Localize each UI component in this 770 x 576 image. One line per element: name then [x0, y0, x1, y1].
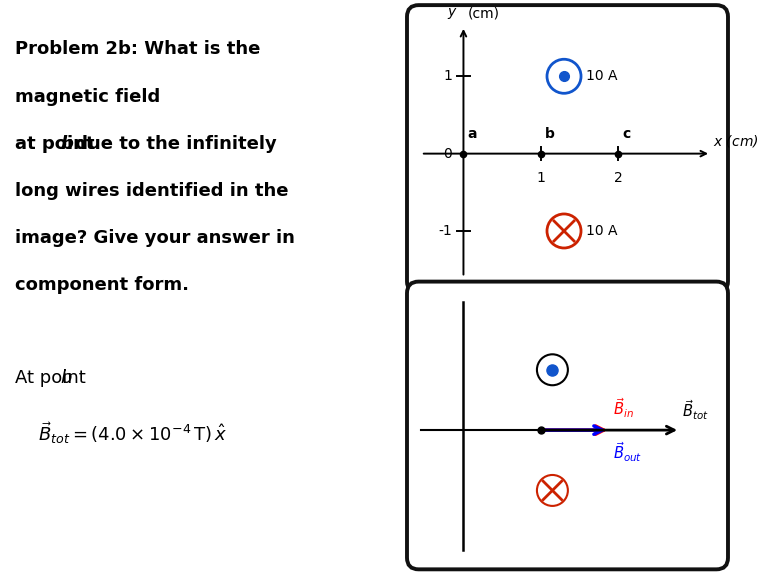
Text: $y$: $y$	[447, 6, 457, 21]
FancyBboxPatch shape	[407, 5, 728, 293]
Text: long wires identified in the: long wires identified in the	[15, 182, 289, 200]
Text: -1: -1	[438, 224, 452, 238]
FancyBboxPatch shape	[407, 282, 728, 569]
Text: component form.: component form.	[15, 276, 189, 294]
Circle shape	[547, 59, 581, 93]
Text: b: b	[60, 135, 73, 153]
Text: 10 A: 10 A	[586, 69, 618, 84]
Text: Problem 2b: What is the: Problem 2b: What is the	[15, 40, 261, 58]
Text: $\vec{B}_{tot}$: $\vec{B}_{tot}$	[682, 399, 709, 422]
Circle shape	[537, 475, 568, 506]
Text: a: a	[467, 127, 477, 141]
Text: 10 A: 10 A	[586, 224, 618, 238]
Text: $\vec{B}_{out}$: $\vec{B}_{out}$	[613, 440, 642, 464]
Text: magnetic field: magnetic field	[15, 88, 161, 105]
Text: $\vec{B}_{tot} = (4.0 \times 10^{-4}\,\mathrm{T})\,\hat{x}$: $\vec{B}_{tot} = (4.0 \times 10^{-4}\,\m…	[38, 420, 228, 446]
Text: due to the infinitely: due to the infinitely	[69, 135, 276, 153]
Text: b: b	[60, 369, 72, 386]
Text: at point: at point	[15, 135, 101, 153]
Text: 1: 1	[537, 170, 545, 185]
Text: image? Give your answer in: image? Give your answer in	[15, 229, 295, 247]
Text: $x$ (cm): $x$ (cm)	[712, 133, 758, 149]
Text: 0: 0	[443, 147, 452, 161]
Text: (cm): (cm)	[467, 6, 499, 21]
Text: c: c	[622, 127, 631, 141]
Circle shape	[547, 214, 581, 248]
Text: 2: 2	[614, 170, 622, 185]
Text: $\vec{B}_{in}$: $\vec{B}_{in}$	[613, 396, 634, 420]
Text: 1: 1	[443, 69, 452, 84]
Text: At point: At point	[15, 369, 92, 386]
Circle shape	[537, 354, 568, 385]
Text: b: b	[544, 127, 554, 141]
